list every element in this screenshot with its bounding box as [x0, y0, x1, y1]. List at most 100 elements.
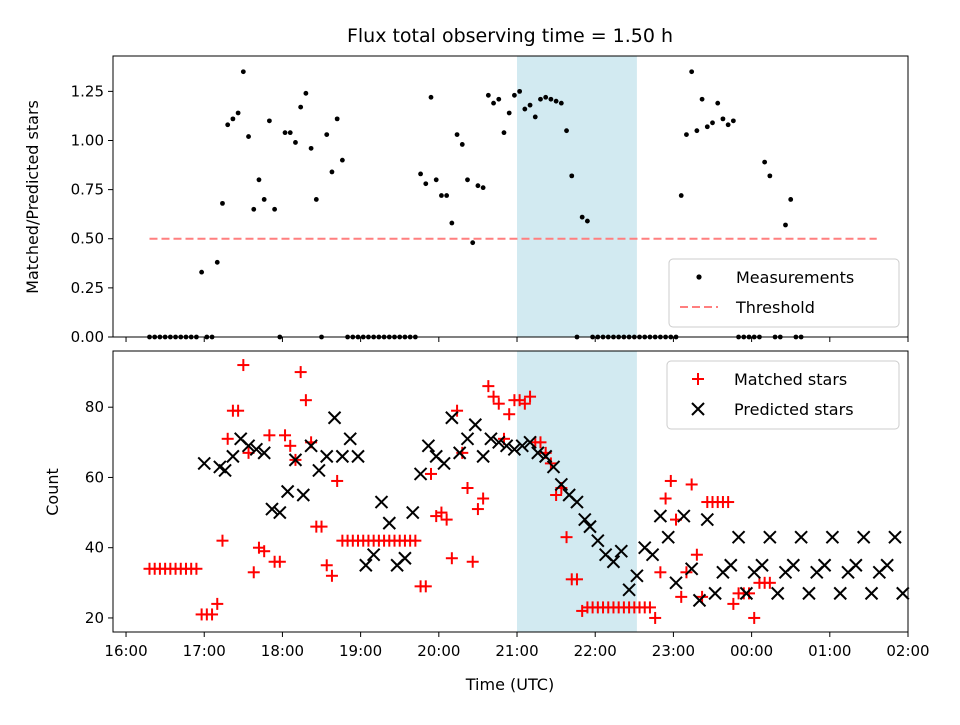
predicted-star-point: [460, 432, 475, 446]
matched-star-point: [518, 397, 531, 410]
predicted-star-point: [578, 512, 592, 527]
predicted-star-point: [770, 586, 785, 601]
predicted-star-point: [692, 593, 707, 608]
predicted-star-point: [484, 432, 498, 446]
predicted-star-point: [755, 558, 769, 572]
legend-matched-marker: [692, 373, 704, 385]
matched-star-point: [680, 566, 693, 579]
predicted-star-point: [507, 442, 522, 457]
measurement-point: [444, 193, 450, 198]
y-tick-label: 0.25: [71, 279, 104, 297]
matched-star-point: [419, 580, 432, 593]
predicted-star-point: [320, 449, 334, 464]
predicted-star-point: [546, 460, 561, 474]
predicted-star-point: [622, 583, 636, 597]
x-tick-label: 23:00: [652, 642, 695, 660]
predicted-star-point: [492, 435, 506, 450]
y-tick-label: 80: [85, 398, 104, 416]
measurement-point: [475, 183, 481, 189]
predicted-star-point: [218, 463, 232, 478]
matched-star-point: [279, 429, 292, 442]
matched-star-point: [492, 397, 505, 410]
matched-star-point: [247, 566, 260, 579]
measurement-point: [517, 88, 523, 94]
measurement-point: [465, 177, 470, 183]
predicted-star-point: [888, 530, 902, 544]
bottom-highlight-span: [517, 351, 637, 632]
measurement-point: [256, 177, 262, 183]
predicted-star-point: [849, 558, 863, 572]
x-tick-label: 19:00: [339, 642, 382, 660]
measurement-point: [532, 114, 538, 120]
measurement-point: [428, 94, 434, 100]
top-panel: 0.00 0.25 0.50 0.75 1.00 1.25 Matched/Predict…: [23, 55, 909, 346]
chart-title: Flux total observing time = 1.50 h: [347, 25, 673, 47]
measurement-point: [433, 177, 439, 183]
measurement-point: [298, 104, 304, 110]
predicted-star-point: [249, 442, 264, 457]
measurement-point: [720, 116, 726, 122]
predicted-star-point: [856, 530, 871, 544]
measurement-point: [266, 118, 272, 124]
matched-star-point: [425, 467, 437, 480]
predicted-star-point: [786, 558, 801, 572]
measurement-point: [783, 222, 788, 228]
bottom-x-ticks: 16:00 17:00 18:00 19:00 20:00 21:00 22:00 23:00…: [104, 632, 930, 660]
predicted-stars-points: [197, 411, 910, 608]
measurement-point: [501, 130, 507, 136]
measurement-point: [730, 118, 736, 124]
matched-star-point: [524, 390, 537, 403]
matched-star-point: [294, 366, 307, 379]
predicted-star-point: [406, 505, 420, 520]
measurement-point: [689, 69, 695, 75]
matched-star-point: [727, 597, 740, 610]
y-tick-label: 1.00: [71, 131, 104, 149]
measurement-point: [251, 206, 257, 212]
matched-star-point: [560, 531, 573, 544]
predicted-star-point: [606, 555, 621, 569]
predicted-star-point: [817, 558, 832, 572]
matched-star-point: [664, 474, 677, 487]
matched-star-point: [440, 513, 453, 526]
measurement-point: [485, 92, 491, 98]
predicted-star-point: [445, 411, 459, 425]
predicted-star-point: [825, 530, 840, 544]
predicted-star-point: [296, 488, 310, 502]
predicted-star-point: [288, 453, 303, 467]
predicted-star-point: [327, 411, 342, 425]
measurement-point: [569, 173, 575, 179]
measurement-point: [558, 100, 564, 106]
measurement-point: [329, 169, 335, 175]
measurement-point: [480, 185, 486, 191]
matched-star-point: [659, 492, 672, 505]
bottom-y-ticks: 20 40 60 80: [85, 398, 113, 627]
measurement-point: [293, 140, 298, 145]
x-tick-label: 17:00: [183, 642, 226, 660]
matched-star-point: [435, 506, 448, 519]
measurement-point: [225, 122, 231, 128]
predicted-star-point: [499, 439, 514, 453]
predicted-star-point: [265, 502, 279, 516]
measurement-point: [512, 92, 517, 98]
predicted-star-point: [374, 495, 389, 509]
predicted-star-point: [359, 558, 373, 572]
matched-star-point: [748, 611, 761, 624]
matched-star-point: [232, 404, 245, 417]
matched-star-point: [331, 474, 344, 487]
x-tick-label: 22:00: [574, 642, 617, 660]
y-tick-label: 0.50: [71, 230, 104, 248]
predicted-star-point: [763, 530, 777, 544]
predicted-star-point: [661, 530, 675, 544]
predicted-star-point: [343, 432, 357, 446]
measurement-point: [527, 102, 533, 108]
predicted-star-point: [583, 519, 597, 534]
predicted-star-point: [864, 586, 879, 601]
predicted-star-point: [570, 495, 584, 509]
y-tick-label: 0.75: [71, 181, 104, 199]
matched-star-point: [461, 481, 474, 494]
predicted-star-point: [413, 467, 428, 481]
x-axis-label: Time (UTC): [465, 675, 554, 694]
matched-star-point: [685, 478, 698, 491]
predicted-star-point: [515, 439, 529, 453]
